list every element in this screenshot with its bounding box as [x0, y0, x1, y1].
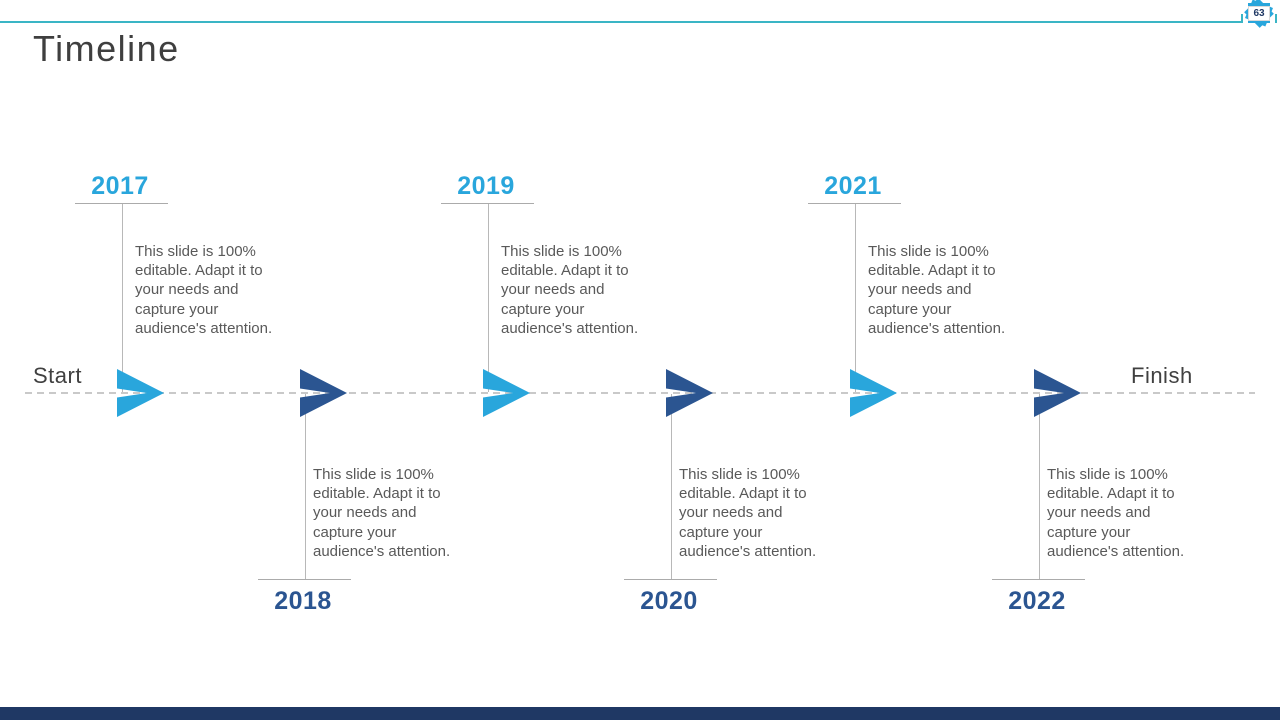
page-number-badge: 63 — [1241, 0, 1277, 30]
year-underline — [808, 203, 901, 204]
connector-line — [1039, 394, 1040, 579]
year-underline — [258, 579, 351, 580]
footer-bar — [0, 707, 1280, 720]
badge-bracket-left — [1241, 14, 1243, 23]
connector-line — [122, 204, 123, 392]
event-description: This slide is 100% editable. Adapt it to… — [679, 466, 817, 560]
year-underline — [992, 579, 1085, 580]
event-description: This slide is 100% editable. Adapt it to… — [135, 243, 273, 337]
top-accent-line — [0, 21, 1242, 23]
connector-line — [855, 204, 856, 392]
finish-label: Finish — [1131, 363, 1193, 388]
event-description: This slide is 100% editable. Adapt it to… — [868, 243, 1006, 337]
page-number: 63 — [1248, 6, 1270, 21]
connector-line — [488, 204, 489, 392]
badge-bracket-right — [1275, 14, 1277, 23]
event-description: This slide is 100% editable. Adapt it to… — [313, 466, 451, 560]
connector-line — [305, 394, 306, 579]
year-label: 2019 — [457, 172, 515, 200]
event-description: This slide is 100% editable. Adapt it to… — [1047, 466, 1185, 560]
page-title: Timeline — [33, 28, 180, 69]
start-label: Start — [33, 363, 82, 388]
year-underline — [441, 203, 534, 204]
year-underline — [624, 579, 717, 580]
timeline-axis — [25, 392, 1255, 394]
year-label: 2020 — [640, 587, 698, 615]
year-underline — [75, 203, 168, 204]
year-label: 2022 — [1008, 587, 1066, 615]
event-description: This slide is 100% editable. Adapt it to… — [501, 243, 639, 337]
connector-line — [671, 394, 672, 579]
year-label: 2018 — [274, 587, 332, 615]
year-label: 2021 — [824, 172, 882, 200]
year-label: 2017 — [91, 172, 149, 200]
